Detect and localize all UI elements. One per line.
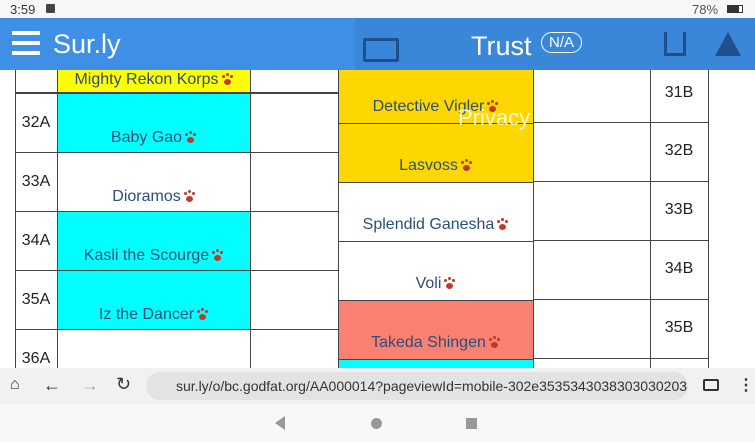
paw-icon bbox=[486, 100, 499, 112]
paw-icon bbox=[196, 308, 209, 320]
row-label-cell bbox=[650, 240, 709, 300]
unit-cell-text: Lasvoss bbox=[399, 157, 458, 174]
row-label: 34A bbox=[21, 232, 51, 249]
paw-icon bbox=[488, 336, 501, 348]
empty-cell bbox=[533, 299, 651, 359]
unit-cell-text: Dioramos bbox=[112, 188, 181, 205]
paw-icon bbox=[183, 190, 196, 202]
row-label: 32B bbox=[664, 142, 694, 159]
unit-cell-text: Voli bbox=[415, 275, 442, 292]
row-label: 35B bbox=[664, 319, 694, 336]
nav-recents[interactable] bbox=[466, 418, 477, 429]
row-label-cell bbox=[15, 93, 58, 153]
notification-icon bbox=[46, 4, 55, 13]
row-label: 31B bbox=[664, 84, 694, 101]
empty-cell bbox=[250, 329, 339, 368]
row-label: 34B bbox=[664, 260, 694, 277]
reload-button[interactable]: ↻ bbox=[116, 374, 132, 394]
paw-icon bbox=[221, 73, 234, 85]
unit-cell: Takeda Shingen bbox=[338, 300, 534, 360]
paw-icon bbox=[443, 277, 456, 289]
row-label-cell bbox=[650, 70, 709, 124]
empty-cell bbox=[250, 211, 339, 271]
nav-home[interactable] bbox=[371, 418, 382, 429]
browser-bar: ⌂ ← → ↻ sur.ly/o/bc.godfat.org/AA000014?… bbox=[0, 368, 755, 404]
empty-cell bbox=[533, 240, 651, 300]
row-label-cell bbox=[650, 299, 709, 359]
empty-cell bbox=[250, 70, 339, 93]
more-button[interactable]: ⋮ bbox=[738, 377, 754, 394]
unit-cell-text: Baby Gao bbox=[110, 129, 183, 146]
paw-icon bbox=[184, 131, 197, 143]
unit-cell bbox=[57, 329, 251, 368]
row-label: 33B bbox=[664, 201, 694, 218]
unit-cell: Baby Gao bbox=[57, 93, 251, 153]
home-button[interactable]: ⌂ bbox=[10, 376, 20, 393]
row-label: 36A bbox=[21, 350, 51, 367]
unit-cell: Mighty Rekon Korps bbox=[57, 70, 251, 93]
unit-cell-text: Splendid Ganesha bbox=[362, 216, 495, 233]
clock: 3:59 bbox=[10, 2, 36, 17]
url-text: sur.ly/o/bc.godfat.org/AA000014?pageview… bbox=[176, 378, 688, 394]
lineup-table: Mighty Rekon Korps Baby Gao 32A Dioramos 33A… bbox=[0, 70, 755, 368]
row-label: 32A bbox=[21, 114, 51, 131]
url-field[interactable]: sur.ly/o/bc.godfat.org/AA000014?pageview… bbox=[146, 372, 688, 400]
empty-cell bbox=[533, 122, 651, 182]
row-label-cell bbox=[650, 122, 709, 182]
empty-cell bbox=[533, 358, 651, 368]
row-label-cell bbox=[15, 270, 58, 330]
unit-cell: Voli bbox=[338, 241, 534, 301]
unit-cell-text: Takeda Shingen bbox=[371, 334, 486, 351]
unit-cell-text: Detective Vigler bbox=[372, 98, 485, 115]
report-button[interactable] bbox=[715, 32, 741, 56]
unit-cell: Iz the Dancer bbox=[57, 270, 251, 330]
empty-cell bbox=[533, 181, 651, 241]
share-button[interactable] bbox=[664, 32, 686, 56]
paw-icon bbox=[211, 249, 224, 261]
unit-cell-text: Mighty Rekon Korps bbox=[74, 71, 219, 88]
unit-cell: Kasli the Scourge bbox=[57, 211, 251, 271]
paw-icon bbox=[496, 218, 509, 230]
unit-cell bbox=[338, 359, 534, 368]
news-button[interactable] bbox=[363, 38, 399, 62]
status-bar: 3:59 78% bbox=[0, 0, 755, 18]
empty-cell bbox=[250, 270, 339, 330]
app-title: Sur.ly bbox=[53, 29, 121, 59]
unit-cell: Lasvoss bbox=[338, 123, 534, 183]
battery-level: 78% bbox=[692, 2, 719, 17]
trust-title: Trust bbox=[471, 31, 532, 61]
unit-cell: Splendid Ganesha bbox=[338, 182, 534, 242]
privacy-badge: N/A bbox=[555, 100, 597, 121]
privacy-overlay: Privacy bbox=[458, 105, 531, 130]
unit-cell: Detective Vigler bbox=[338, 70, 534, 124]
unit-cell-text: Kasli the Scourge bbox=[83, 247, 210, 264]
row-label-cell bbox=[650, 358, 709, 368]
row-label-cell bbox=[15, 329, 58, 368]
menu-button[interactable] bbox=[12, 31, 40, 55]
forward-button[interactable]: → bbox=[81, 375, 99, 395]
row-label-cell bbox=[15, 211, 58, 271]
empty-cell bbox=[250, 93, 339, 153]
row-label: 35A bbox=[21, 291, 51, 308]
empty-cell bbox=[250, 152, 339, 212]
unit-cell-text: Iz the Dancer bbox=[98, 306, 195, 323]
back-button[interactable]: ← bbox=[43, 375, 61, 395]
nav-back[interactable] bbox=[275, 416, 285, 430]
row-label-cell bbox=[15, 70, 58, 93]
tabs-button[interactable] bbox=[703, 379, 719, 391]
row-label: 33A bbox=[21, 173, 51, 190]
battery-icon bbox=[727, 5, 743, 13]
trust-badge: N/A bbox=[541, 32, 583, 53]
paw-icon bbox=[460, 159, 473, 171]
unit-cell: Dioramos bbox=[57, 152, 251, 212]
app-bar: Sur.ly Trust N/A bbox=[0, 18, 755, 70]
nav-bar bbox=[0, 404, 755, 442]
app-bar-right bbox=[355, 18, 755, 70]
